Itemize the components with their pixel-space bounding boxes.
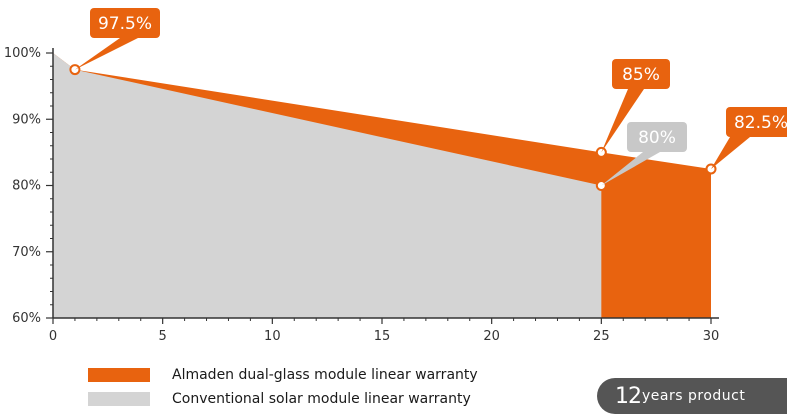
callout-pointer-97-5 (74, 38, 138, 70)
chart-areas (53, 53, 711, 318)
x-tick-label-30: 30 (703, 329, 720, 344)
chart-axes: 60% 70% 80% 90% 100% 0 5 10 15 20 25 30 (4, 46, 719, 344)
callout-label-85: 85% (622, 65, 660, 85)
callout-label-80: 80% (638, 128, 676, 148)
x-tick-label-10: 10 (264, 329, 281, 344)
x-tick-label-20: 20 (483, 329, 500, 344)
callout-box-97-5 (90, 8, 160, 38)
callout-box-80 (627, 122, 687, 152)
badge-text: years product (642, 388, 746, 404)
callout-label-97-5: 97.5% (98, 14, 152, 34)
y-tick-label-100: 100% (4, 46, 41, 61)
y-tick-label-90: 90% (12, 112, 41, 127)
callout-pointer-80 (601, 152, 660, 186)
chart-legend: Almaden dual-glass module linear warrant… (88, 364, 478, 412)
y-tick-label-80: 80% (12, 179, 41, 194)
legend-item-almaden: Almaden dual-glass module linear warrant… (88, 364, 478, 386)
chart-marks (69, 64, 717, 191)
warranty-chart: 60% 70% 80% 90% 100% 0 5 10 15 20 25 30 97.5% 85% 80%… (4, 8, 787, 344)
badge-number: 12 (615, 383, 642, 409)
callout-pointer-82-5 (711, 137, 750, 169)
legend-label-conventional: Conventional solar module linear warrant… (172, 391, 471, 407)
x-tick-label-25: 25 (593, 329, 610, 344)
callout-box-82-5 (726, 107, 787, 137)
x-tick-label-0: 0 (49, 329, 57, 344)
legend-item-conventional: Conventional solar module linear warrant… (88, 388, 478, 410)
chart-callouts: 97.5% 85% 80% 82.5% (74, 8, 787, 186)
area-conventional (53, 53, 602, 318)
legend-swatch-almaden (88, 368, 150, 382)
x-tick-label-5: 5 (159, 329, 167, 344)
warranty-years-badge: 12 years product (597, 378, 787, 414)
legend-swatch-conventional (88, 392, 150, 406)
legend-label-almaden: Almaden dual-glass module linear warrant… (172, 367, 478, 383)
y-tick-label-60: 60% (12, 311, 41, 326)
y-tick-label-70: 70% (12, 245, 41, 260)
callout-box-85 (612, 59, 670, 89)
callout-label-82-5: 82.5% (734, 113, 787, 133)
x-tick-label-15: 15 (374, 329, 391, 344)
callout-pointer-85 (601, 89, 644, 153)
